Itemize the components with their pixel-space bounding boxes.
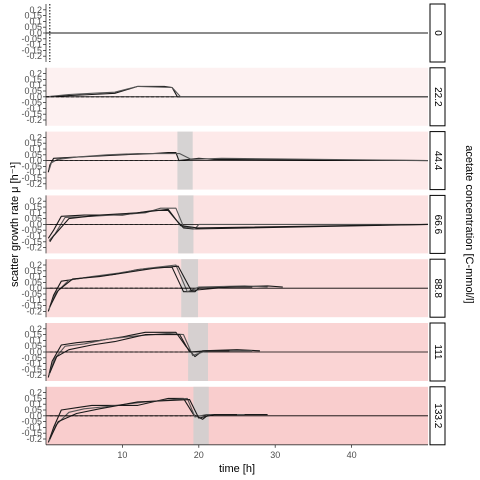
y-tick-label: -0.1 <box>26 167 42 177</box>
y-tick-label: -0.15 <box>21 237 42 247</box>
y-tick-label: -0.15 <box>21 173 42 183</box>
y-tick-label: 0.05 <box>24 405 42 415</box>
facet-strip <box>429 258 446 318</box>
facet-panel-2: 0.2 0.1 0.0-0.1 -0.2 0.15 0.05-0.05 -0.15 44.4 <box>21 131 446 191</box>
facet-strip-label: 133.2 <box>432 403 443 428</box>
growth-rate-series-line <box>45 85 428 98</box>
y-tick-label: -0.05 <box>21 225 42 235</box>
y-tick-label: -0.15 <box>21 45 42 55</box>
y-tick-label: 0.2 <box>29 260 42 270</box>
y-tick-label: -0.05 <box>21 161 42 171</box>
facet-panel-5: 0.20.1 0.0 -0.1-0.2 0.150.05 -0.05-0.15 111 <box>21 322 446 382</box>
y-tick-label: 0.2 <box>29 388 42 398</box>
growth-rate-series-line <box>48 264 268 310</box>
y-tick-label: -0.05 <box>21 353 42 363</box>
y-tick-label: -0.15 <box>21 301 42 311</box>
growth-rate-series-line <box>48 153 429 171</box>
facet-strip <box>429 131 446 191</box>
y-tick-label: -0.1 <box>26 231 42 241</box>
facet-strip <box>429 322 446 382</box>
x-tick-label: 30 <box>270 450 280 460</box>
y-tick-label: 0.2 <box>29 324 42 334</box>
facet-strip <box>429 3 446 63</box>
y-tick-label: 0.15 <box>24 74 42 84</box>
x-axis-title: time [h] <box>219 463 255 475</box>
y-tick-label: -0.1 <box>26 103 42 113</box>
facet-panel-0: 0.20.1 0.0 -0.1-0.2 0.150.05 -0.05-0.15 0 <box>21 3 446 63</box>
facet-strip <box>429 194 446 254</box>
y-tick-label: 0.15 <box>24 138 42 148</box>
y-tick-label: 0.05 <box>24 150 42 160</box>
y-tick-label: -0.2 <box>26 243 42 253</box>
y-tick-label: -0.05 <box>21 289 42 299</box>
y-tick-label: -0.1 <box>26 295 42 305</box>
y-tick-label: 0.0 <box>29 156 42 166</box>
y-tick-label: 0.1 <box>29 80 42 90</box>
y-tick-label: -0.15 <box>21 364 42 374</box>
growth-rate-series-line <box>49 265 253 308</box>
facet-strip-label: 88.8 <box>432 278 443 298</box>
y-tick-label: -0.2 <box>26 434 42 444</box>
y-tick-label: 0.0 <box>29 219 42 229</box>
y-tick-label: -0.1 <box>26 40 42 50</box>
y-tick-label: 0.2 <box>29 69 42 79</box>
y-tick-label: 0.1 <box>29 399 42 409</box>
y-tick-label: -0.2 <box>26 51 42 61</box>
y-tick-label: -0.15 <box>21 109 42 119</box>
y-tick-label: 0.1 <box>29 144 42 154</box>
y-tick-label: -0.1 <box>26 422 42 432</box>
y-tick-label: 0.05 <box>24 277 42 287</box>
y-tick-label: 0.0 <box>29 283 42 293</box>
facet-strip-label: 22.2 <box>432 87 443 107</box>
facet-panel-6: 0.20.1 0.0-0.1 -0.2 0.15 0.05 -0.05-0.15 133.2… <box>21 386 446 460</box>
y-tick-label: 0.05 <box>24 22 42 32</box>
y-tick-label: 0.1 <box>29 16 42 26</box>
y-tick-label: 0.2 <box>29 132 42 142</box>
x-tick-label: 40 <box>347 450 357 460</box>
y-tick-label: 0.1 <box>29 335 42 345</box>
y-tick-label: 0.0 <box>29 411 42 421</box>
y-tick-label: 0.15 <box>24 330 42 340</box>
y-tick-label: 0.05 <box>24 86 42 96</box>
y-tick-label: -0.05 <box>21 34 42 44</box>
y-tick-label: 0.2 <box>29 5 42 15</box>
facet-strip <box>429 386 446 446</box>
facet-strip-label: 0 <box>432 30 443 36</box>
y-tick-label: 0.15 <box>24 266 42 276</box>
y-tick-label: -0.15 <box>21 428 42 438</box>
x-tick-label: 10 <box>117 450 127 460</box>
facet-panel-3: 0.2 0.10.0 -0.1 -0.2 0.15 0.05-0.05 -0.15 66.6 <box>21 194 446 254</box>
facet-panel-4: 0.2 0.10.0 -0.1-0.2 0.150.05 -0.05 -0.15 88.8 <box>21 258 446 318</box>
y-tick-label: -0.2 <box>26 370 42 380</box>
y-tick-label: -0.05 <box>21 417 42 427</box>
y-tick-label: 0.15 <box>24 202 42 212</box>
y-tick-label: 0.05 <box>24 214 42 224</box>
growth-rate-series-line <box>49 208 429 243</box>
facet-strip-label: 66.6 <box>432 215 443 235</box>
y-tick-label: 0.15 <box>24 11 42 21</box>
growth-rate-series-line <box>49 399 237 440</box>
x-tick-label: 20 <box>194 450 204 460</box>
y-tick-label: 0.0 <box>29 92 42 102</box>
y-tick-label: 0.0 <box>29 347 42 357</box>
y-tick-label: -0.2 <box>26 306 42 316</box>
y-tick-label: 0.05 <box>24 341 42 351</box>
y-tick-label: -0.1 <box>26 359 42 369</box>
y-tick-label: 0.1 <box>29 208 42 218</box>
growth-rate-series-line <box>49 334 230 374</box>
facet-strip <box>429 67 446 127</box>
y-tick-label: 0.15 <box>24 393 42 403</box>
y-tick-label: -0.2 <box>26 179 42 189</box>
y-axis-title: scatter growth rate μ [h⁻¹] <box>9 162 21 287</box>
y-tick-label: 0.0 <box>29 28 42 38</box>
facet-strip-label: 44.4 <box>432 151 443 171</box>
facet-panel-1: 0.20.1 0.0-0.1 -0.2 0.15 0.05 -0.05-0.15 22.2 <box>21 67 446 127</box>
y-tick-label: -0.2 <box>26 115 42 125</box>
right-axis-title: acetate concentration [C-mmol/l] <box>463 145 475 303</box>
y-tick-label: 0.2 <box>29 196 42 206</box>
facet-strip-label: 111 <box>432 344 443 360</box>
y-tick-label: -0.05 <box>21 98 42 108</box>
y-tick-label: 0.1 <box>29 272 42 282</box>
